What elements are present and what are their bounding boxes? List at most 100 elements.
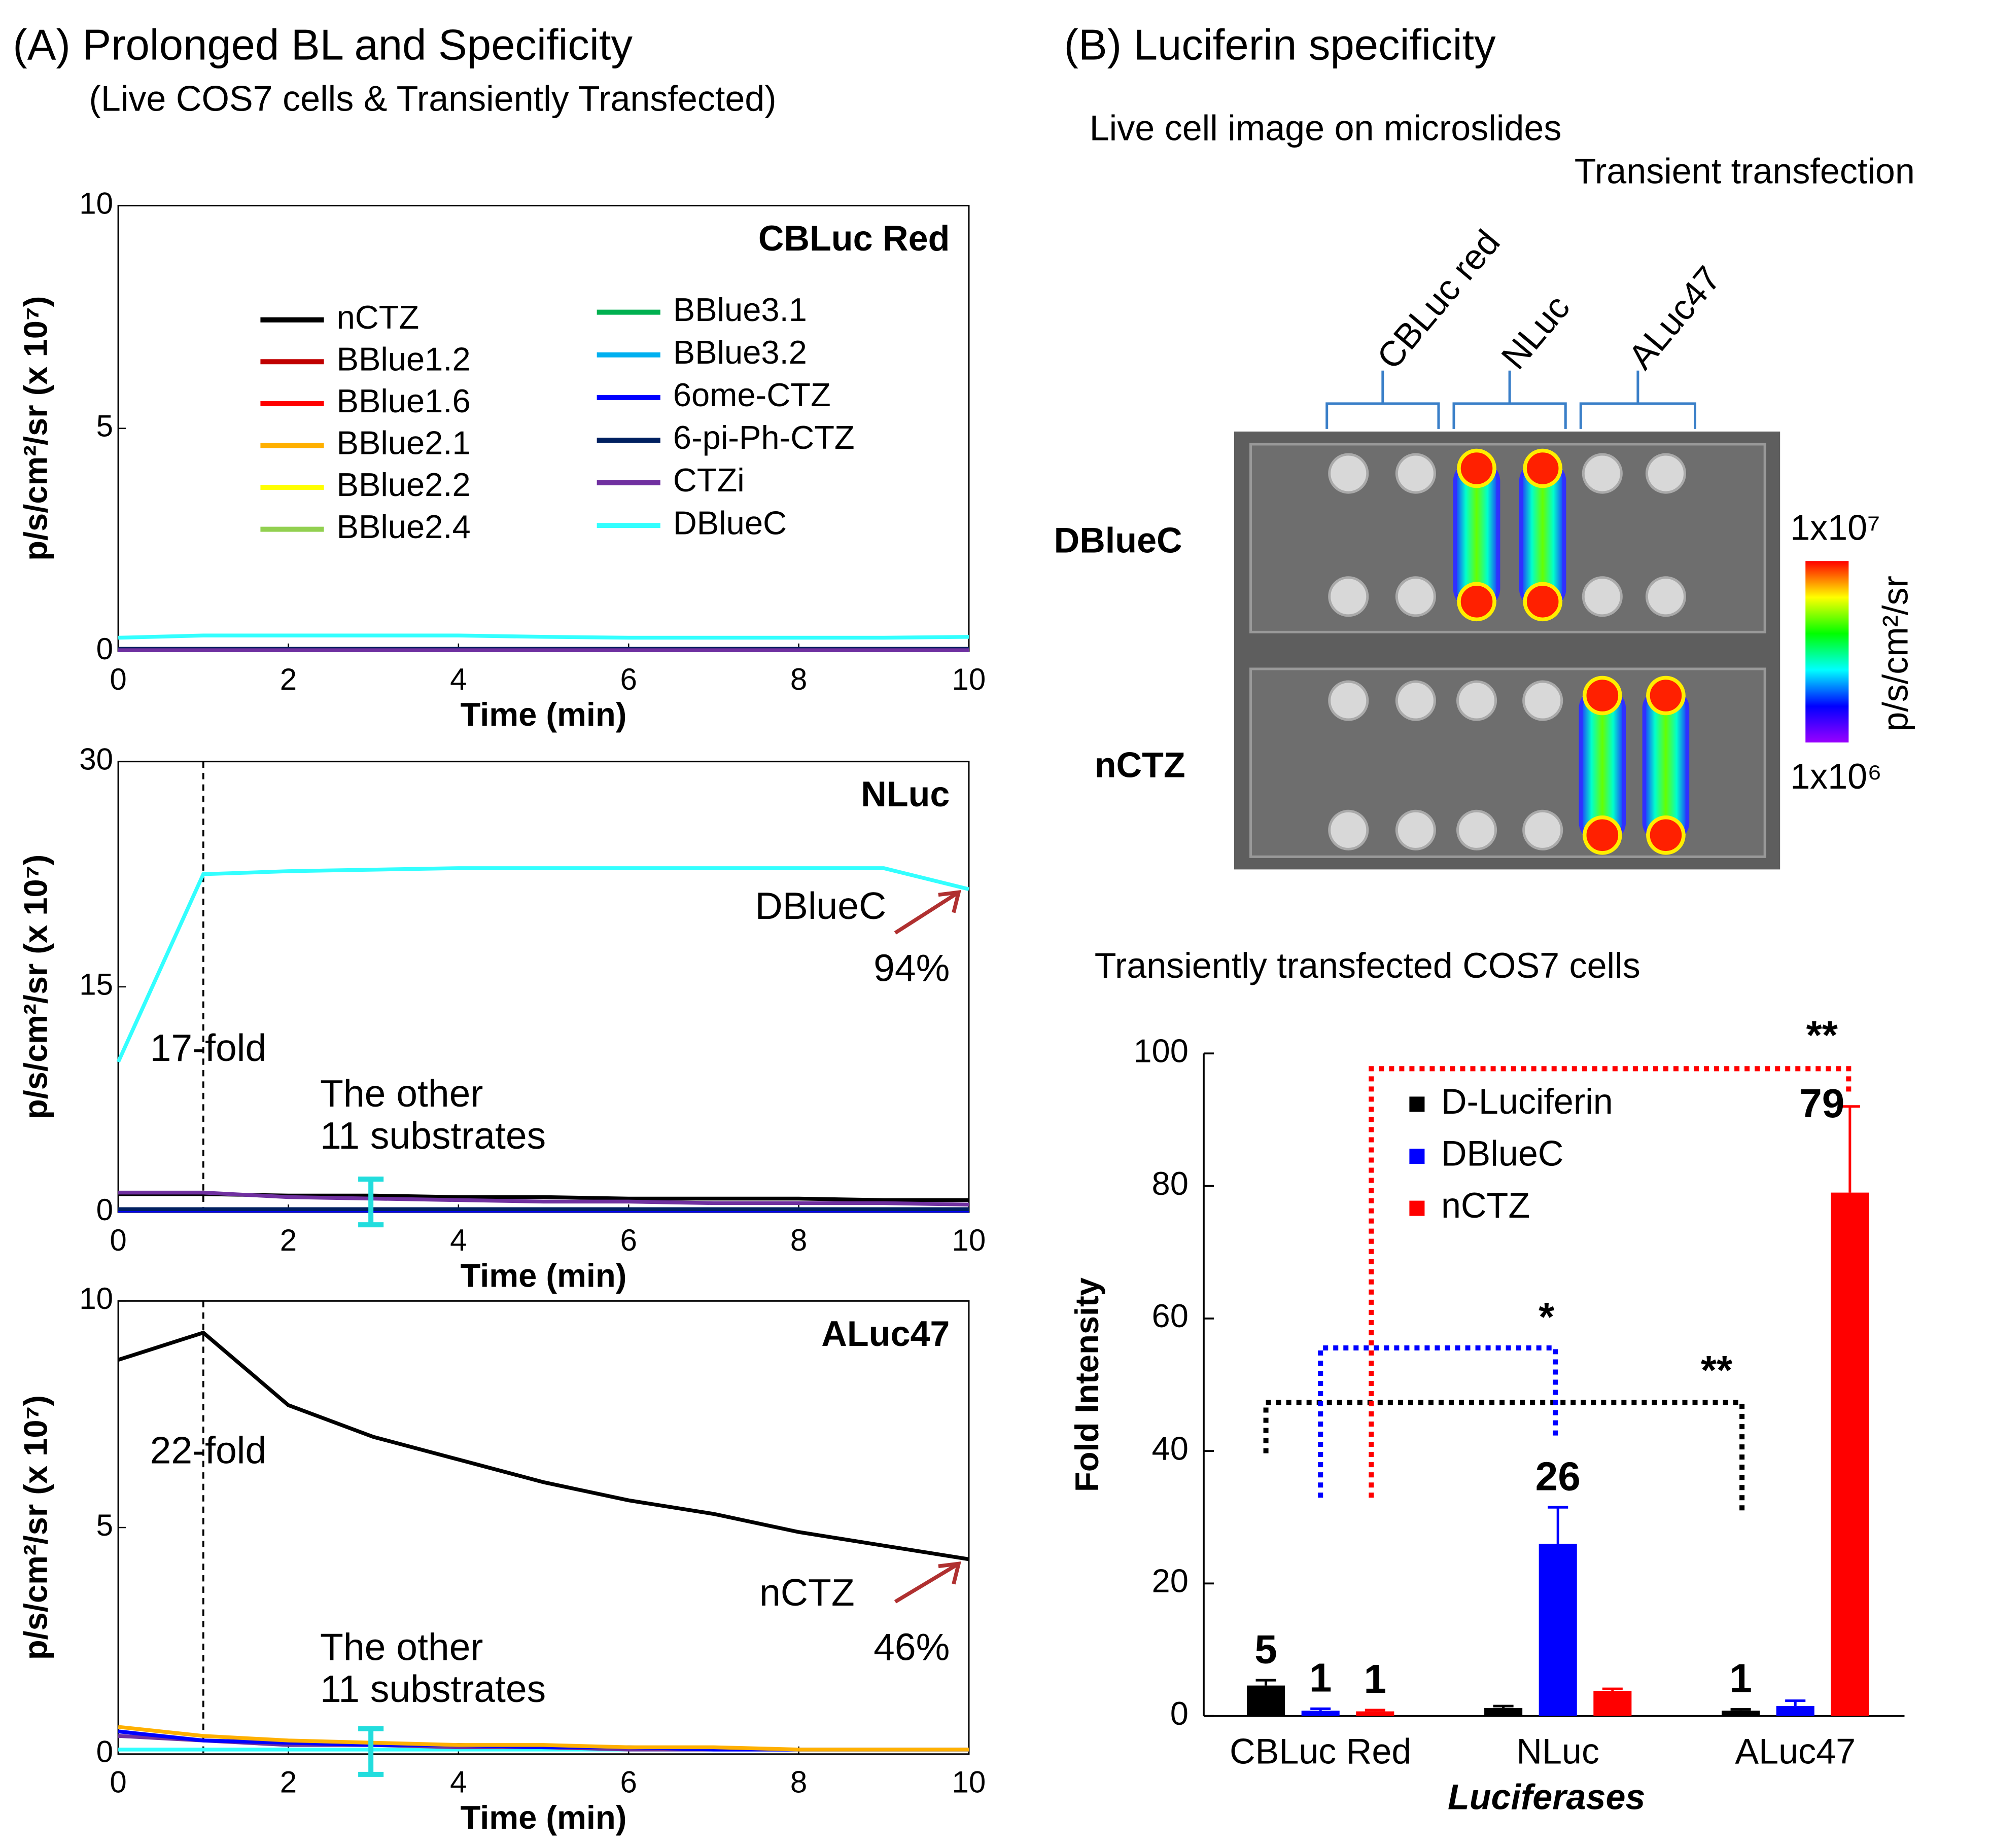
well [1328,576,1369,617]
error-bar [1839,1105,1860,1193]
legend-label: nCTZ [337,299,420,336]
series-line [118,633,969,640]
bar [1539,1544,1577,1716]
x-tick-label: 10 [952,1765,986,1799]
legend-label: DBlueC [673,504,787,541]
y-tick-label: 0 [96,1193,113,1227]
arrow [894,1561,961,1604]
legend-label: BBlue3.2 [673,334,807,371]
bar [1593,1691,1632,1716]
bar [1722,1711,1760,1716]
legend-label: BBlue3.1 [673,291,807,328]
legend-label: BBlue1.2 [337,340,471,377]
column-label: CBLuc red [1369,223,1508,377]
colorbar-label: p/s/cm²/sr [1875,576,1915,731]
annotation: The other [320,1072,483,1115]
signal-spot [1523,582,1562,622]
value-label: 1 [1309,1655,1332,1700]
legend-swatch [1409,1096,1425,1112]
well [1456,680,1497,721]
well [1328,453,1369,494]
series-line [116,866,969,1063]
y-tick-label: 60 [1152,1297,1189,1334]
signal-spot [1523,448,1562,488]
panel-a-subtitle: (Live COS7 cells & Transiently Transfect… [89,79,777,119]
y-tick-label: 40 [1152,1430,1189,1467]
arrow [894,890,961,935]
y-tick-label: 0 [1170,1695,1189,1732]
x-tick-label: 2 [280,1223,297,1257]
well [1395,453,1436,494]
colorbar [1805,561,1849,743]
legend-swatch [1409,1200,1425,1216]
error-bar [1493,1704,1514,1709]
range-bar [358,1177,384,1228]
x-tick-label: 6 [620,1765,637,1799]
well [1582,453,1623,494]
microslide-image [1234,431,1780,870]
signal-spot [1583,815,1622,855]
x-tick-label: 4 [450,662,467,696]
x-tick-label: 0 [110,662,126,696]
legend-label: BBlue2.4 [337,508,471,545]
legend-label: BBlue1.6 [337,382,471,419]
signal-spot [1457,448,1496,488]
error-bar [1310,1707,1331,1711]
value-label: 79 [1799,1081,1844,1126]
signal-spot [1646,815,1686,855]
well [1395,576,1436,617]
value-label: 5 [1254,1626,1277,1672]
x-tick-label: ALuc47 [1735,1731,1856,1771]
bar [1356,1711,1394,1716]
x-tick-label: 6 [620,1223,637,1257]
y-tick-label: 30 [79,742,113,776]
y-tick-label: 5 [96,409,113,443]
annotation: 11 substrates [320,1114,546,1157]
annotation: The other [320,1625,483,1668]
x-tick-label: 4 [450,1223,467,1257]
value-label: 1 [1729,1656,1752,1701]
chart-title: CBLuc Red [758,219,950,258]
series-line [117,1330,969,1561]
x-tick-label: 2 [280,662,297,696]
annotation: nCTZ [759,1571,855,1614]
significance-bracket [1369,1066,1852,1498]
row-label: nCTZ [1095,745,1185,785]
annotation: DBlueC [755,884,887,927]
column-label: NLuc [1494,288,1578,376]
x-tick-label: 8 [790,662,807,696]
bar [1247,1685,1285,1716]
y-axis-label: p/s/cm²/sr (x 10⁷) [17,855,54,1119]
y-tick-label: 10 [79,186,113,220]
x-tick-label: 10 [952,1223,986,1257]
range-bar [358,1726,384,1777]
error-bar [1365,1709,1385,1712]
annotation: 22-fold [150,1429,267,1471]
well [1522,680,1563,721]
error-bar [1602,1687,1623,1691]
x-tick-label: 8 [790,1765,807,1799]
error-bar [1730,1708,1751,1711]
bar [1831,1192,1869,1716]
chart-title: NLuc [861,774,950,814]
y-axis-label: p/s/cm²/sr (x 10⁷) [17,296,54,561]
legend-label: DBlueC [1441,1134,1563,1174]
well [1645,453,1686,494]
legend-label: nCTZ [1441,1186,1530,1225]
image-subtitle: Transient transfection [1575,151,1915,191]
y-tick-label: 80 [1152,1165,1189,1202]
annotation: 46% [874,1625,950,1668]
well [1456,809,1497,850]
well [1522,809,1563,850]
chart-title: Transiently transfected COS7 cells [1095,946,1640,985]
series-line [118,1190,969,1207]
colorbar-max: 1x10⁷ [1790,508,1880,548]
well [1328,809,1369,850]
row-label: DBlueC [1054,521,1182,560]
legend-swatch [1409,1148,1425,1164]
significance-label: * [1539,1294,1555,1339]
legend-label: CTZi [673,461,745,499]
annotation: 17-fold [150,1026,267,1069]
bar [1776,1706,1814,1716]
